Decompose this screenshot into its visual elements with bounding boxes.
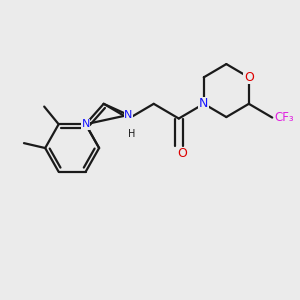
Text: N: N	[124, 110, 133, 120]
Text: O: O	[244, 71, 254, 84]
Text: CF₃: CF₃	[274, 111, 294, 124]
Text: N: N	[199, 97, 208, 110]
Text: O: O	[178, 147, 188, 161]
Text: H: H	[128, 129, 135, 139]
Text: N: N	[81, 119, 90, 129]
